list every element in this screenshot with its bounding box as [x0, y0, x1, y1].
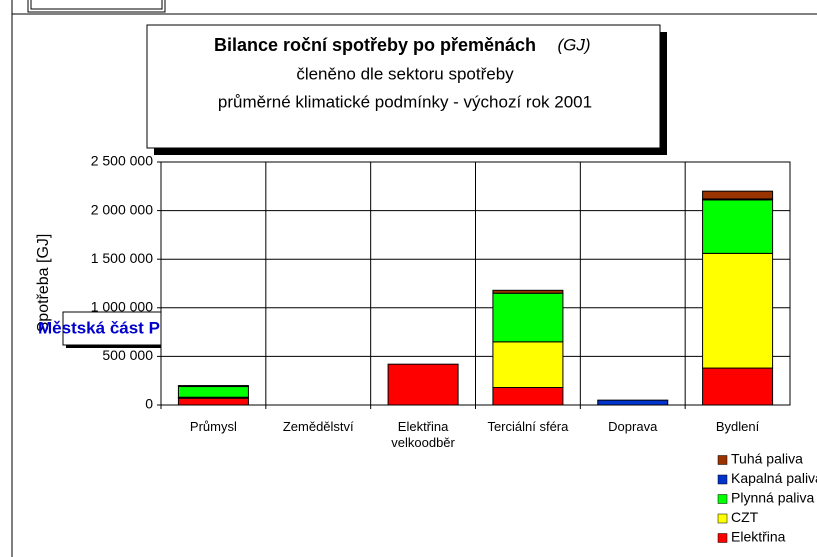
title-box	[146, 24, 661, 149]
y-tick-label: 500 000	[102, 347, 153, 363]
legend-swatch	[717, 494, 728, 504]
bar-segment	[702, 252, 774, 369]
y-tick-label: 2 000 000	[91, 201, 153, 217]
chart-title-unit: (GJ)	[557, 35, 590, 54]
x-tick-label: Doprava	[608, 419, 658, 434]
x-tick-label: Elektřina velkoodběr	[391, 419, 455, 450]
y-axis-label: Spotřeba [GJ]	[35, 234, 52, 333]
bar-segment	[387, 363, 459, 406]
legend-swatch	[717, 455, 728, 465]
legend-label: Kapalná paliva	[731, 470, 817, 486]
frame-box	[30, 0, 163, 10]
legend-swatch	[717, 533, 728, 543]
bar-segment	[492, 387, 564, 406]
bar-segment	[177, 397, 249, 406]
legend-label: Elektřina	[731, 529, 786, 545]
y-tick-label: 1 500 000	[91, 250, 153, 266]
x-tick-label: Bydlení	[715, 419, 760, 434]
y-tick-label: 2 500 000	[91, 153, 153, 169]
x-tick-label: Zemědělství	[282, 419, 354, 434]
y-tick-label: 1 000 000	[91, 299, 153, 315]
legend-label: Tuhá paliva	[731, 451, 803, 467]
bar-segment	[177, 385, 249, 388]
x-tick-label: Terciální sféra	[487, 419, 569, 434]
legend-label: Plynná paliva	[731, 490, 814, 506]
bar-segment	[492, 289, 564, 294]
bar-segment	[702, 190, 774, 200]
bar-segment	[177, 386, 249, 398]
chart-title: Bilance roční spotřeby po přeměnách	[214, 35, 536, 55]
y-tick-label: 0	[145, 396, 153, 412]
legend-swatch	[717, 474, 728, 485]
x-tick-label: Průmysl	[189, 419, 237, 434]
bar-segment	[597, 399, 669, 406]
frame-box	[27, 0, 166, 13]
bar-segment	[702, 367, 774, 406]
legend-label: CZT	[731, 509, 759, 525]
chart-subtitle: průměrné klimatické podmínky - výchozí r…	[218, 92, 592, 111]
bar-segment	[702, 199, 774, 254]
bar-segment	[492, 292, 564, 343]
chart-subtitle: členěno dle sektoru spotřeby	[296, 64, 514, 83]
bar-segment	[492, 341, 564, 389]
legend-swatch	[717, 513, 728, 524]
